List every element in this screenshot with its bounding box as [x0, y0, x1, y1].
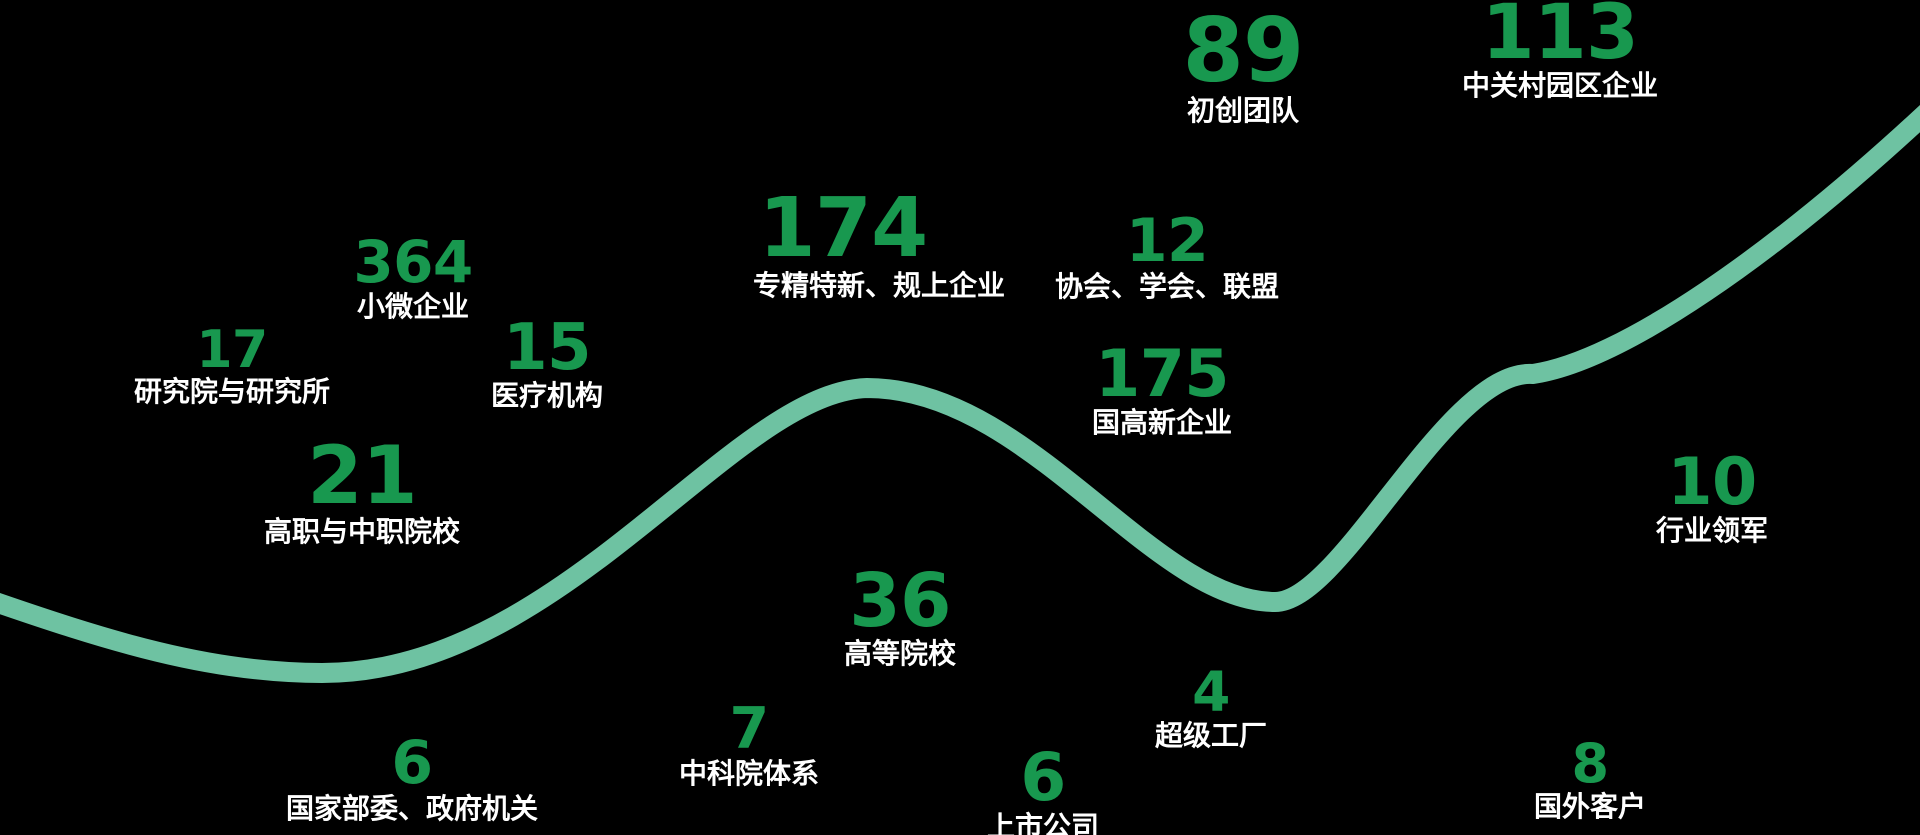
stat-label: 研究院与研究所: [133, 375, 331, 408]
stat-item-small-micro-enterprises: 364 小微企业: [353, 228, 473, 323]
stat-label: 上市公司: [986, 810, 1100, 835]
stat-label: 初创团队: [1186, 94, 1300, 127]
stat-item-research-institutes: 17 研究院与研究所: [134, 324, 330, 408]
stat-value: 17: [196, 320, 268, 380]
stat-item-state-ministries-government: 6 国家部委、政府机关: [286, 733, 538, 825]
stat-value: 15: [503, 311, 591, 385]
stat-value: 175: [1095, 337, 1229, 412]
stat-label: 中关村园区企业: [1461, 69, 1659, 102]
stat-item-associations-societies-alliances: 12 协会、学会、联盟: [1055, 211, 1279, 303]
stat-label: 国家部委、政府机关: [285, 792, 539, 825]
stat-item-specialized-above-scale: 174 专精特新、规上企业: [717, 181, 1005, 302]
stat-value: 364: [353, 228, 473, 296]
growth-curve-path: [0, 104, 1920, 684]
stat-item-zhongguancun-park-enterprises: 113 中关村园区企业: [1462, 0, 1658, 102]
stat-label: 行业领军: [1655, 514, 1769, 547]
stat-value: 36: [849, 558, 951, 644]
stat-value: 113: [1481, 0, 1639, 76]
stat-item-vocational-colleges: 21 高职与中职院校: [264, 436, 460, 548]
stat-label: 协会、学会、联盟: [1054, 270, 1280, 303]
stat-label: 小微企业: [356, 290, 469, 323]
stat-item-startup-teams: 89 初创团队: [1182, 0, 1305, 127]
stat-label: 国高新企业: [1091, 406, 1233, 439]
stat-value: 8: [1571, 732, 1609, 795]
stat-value: 6: [391, 728, 433, 798]
stat-value: 21: [307, 429, 418, 522]
stat-item-industry-leaders: 10 行业领军: [1656, 450, 1768, 547]
stat-item-cas-system: 7 中科院体系: [679, 701, 819, 790]
stat-value: 6: [1020, 739, 1066, 816]
stat-label: 中科院体系: [678, 757, 820, 790]
stat-label: 高等院校: [843, 637, 957, 670]
stat-value: 174: [758, 181, 929, 276]
stat-value: 7: [729, 696, 769, 762]
stat-label: 超级工厂: [1154, 719, 1268, 752]
stat-item-super-factories: 4 超级工厂: [1155, 665, 1267, 752]
stat-item-higher-education-institutions: 36 高等院校: [844, 564, 956, 670]
stat-label: 医疗机构: [490, 379, 604, 412]
stat-label: 专精特新、规上企业: [752, 269, 1006, 302]
stat-value: 10: [1667, 445, 1757, 520]
stat-item-medical-institutions: 15 医疗机构: [491, 316, 603, 412]
stat-value: 89: [1182, 0, 1305, 102]
stat-value: 4: [1192, 660, 1230, 724]
stat-label: 高职与中职院校: [263, 515, 461, 548]
stat-item-national-high-tech-enterprises: 175 国高新企业: [1092, 342, 1232, 439]
stat-value: 12: [1125, 206, 1209, 276]
stat-item-overseas-clients: 8 国外客户: [1534, 737, 1646, 823]
stat-label: 国外客户: [1533, 790, 1647, 823]
stat-item-listed-companies: 6 上市公司: [987, 745, 1099, 835]
